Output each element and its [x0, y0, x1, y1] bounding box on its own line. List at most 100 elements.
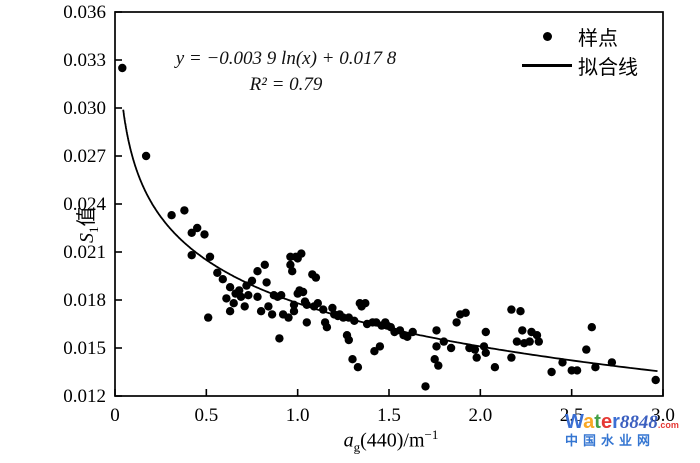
data-point	[289, 300, 299, 309]
data-point	[534, 337, 543, 346]
data-point	[350, 316, 359, 325]
data-point	[452, 318, 461, 327]
data-point	[253, 267, 262, 276]
data-point	[244, 291, 253, 300]
data-point	[213, 268, 222, 277]
legend-item-fitline: 拟合线	[516, 53, 638, 79]
data-point	[187, 228, 196, 237]
y-tick-label: 0.012	[63, 386, 106, 407]
data-point	[507, 305, 516, 314]
data-point	[434, 361, 443, 370]
y-tick-label: 0.033	[63, 50, 106, 71]
data-point	[229, 299, 238, 308]
data-point	[240, 302, 249, 311]
x-tick-label: 0	[110, 405, 120, 426]
data-point	[408, 327, 417, 337]
data-point	[375, 342, 385, 351]
data-point	[344, 335, 353, 345]
y-tick-label: 0.027	[63, 146, 106, 167]
data-point	[328, 303, 337, 313]
data-point	[262, 278, 271, 287]
fit-equation: y = −0.003 9 ln(x) + 0.017 8 R² = 0.79	[126, 46, 446, 98]
y-axis-title-sub: 1	[86, 226, 101, 234]
data-point	[297, 249, 306, 258]
data-point	[353, 363, 363, 372]
data-point	[180, 206, 189, 215]
data-point	[587, 323, 596, 332]
watermark-brand: Water8848.com	[565, 412, 697, 433]
data-point	[651, 375, 660, 385]
data-point	[222, 294, 231, 303]
y-axis-title: S1值	[70, 207, 102, 244]
data-point	[256, 307, 266, 316]
data-point	[141, 151, 151, 161]
data-point	[205, 252, 215, 261]
data-point	[547, 367, 556, 377]
data-point	[461, 308, 470, 317]
data-point	[260, 260, 269, 269]
data-point	[242, 281, 251, 290]
fit-equation-r2: R² = 0.79	[249, 74, 323, 95]
y-tick-label: 0.021	[63, 242, 106, 263]
data-point	[253, 292, 262, 301]
legend-item-samples: 样点	[516, 24, 638, 50]
watermark-letter: W	[565, 411, 584, 433]
data-point	[204, 313, 213, 322]
data-point	[236, 292, 246, 301]
data-point	[284, 313, 293, 322]
y-axis-title-suffix: 值	[76, 206, 98, 227]
watermark-brand-letters: Water	[565, 411, 620, 433]
x-tick-label: 2.5	[560, 405, 584, 426]
legend: 样点 拟合线	[516, 24, 638, 79]
data-point	[525, 337, 534, 346]
data-point	[289, 307, 299, 316]
y-tick-label: 0.036	[63, 2, 106, 23]
data-point	[370, 347, 379, 356]
data-point	[193, 223, 202, 233]
data-point	[403, 332, 412, 341]
data-point	[516, 307, 525, 316]
data-point	[532, 331, 542, 340]
data-point	[313, 299, 322, 308]
y-tick-label: 0.015	[63, 338, 106, 359]
data-point	[167, 211, 176, 220]
watermark-suffix: 8848	[619, 412, 658, 433]
data-point	[218, 275, 227, 284]
x-tick-label: 3.0	[651, 405, 675, 426]
fit-equation-line1: y = −0.003 9 ln(x) + 0.017 8	[175, 48, 397, 69]
data-point	[607, 358, 617, 367]
data-point	[322, 323, 332, 332]
data-point	[479, 342, 489, 351]
y-tick-label: 0.018	[63, 290, 106, 311]
data-point	[446, 343, 456, 353]
data-point	[361, 299, 370, 308]
data-point	[235, 286, 244, 295]
y-axis-title-var: S	[76, 233, 98, 243]
watermark-letter: a	[583, 411, 595, 433]
watermark-letter: r	[612, 411, 620, 433]
data-point	[430, 355, 439, 364]
legend-label-samples: 样点	[578, 28, 618, 50]
data-point	[481, 348, 490, 357]
watermark: Water8848.com 中国水业网	[565, 412, 697, 448]
x-axis-title-sup: −1	[424, 427, 439, 442]
data-point	[311, 273, 321, 282]
data-point	[518, 326, 527, 335]
legend-label-fitline: 拟合线	[578, 57, 638, 79]
data-point	[277, 291, 286, 300]
data-point	[558, 358, 567, 367]
data-point	[591, 363, 600, 372]
watermark-letter: e	[600, 411, 613, 433]
data-point	[348, 355, 357, 364]
data-point	[490, 363, 500, 372]
data-point	[225, 283, 235, 292]
watermark-subtitle: 中国水业网	[565, 433, 656, 448]
data-point	[275, 334, 284, 343]
data-point	[432, 342, 441, 351]
data-point	[286, 260, 295, 269]
x-axis-title-var: a	[343, 429, 354, 452]
data-point	[439, 337, 448, 346]
data-point	[288, 267, 297, 276]
